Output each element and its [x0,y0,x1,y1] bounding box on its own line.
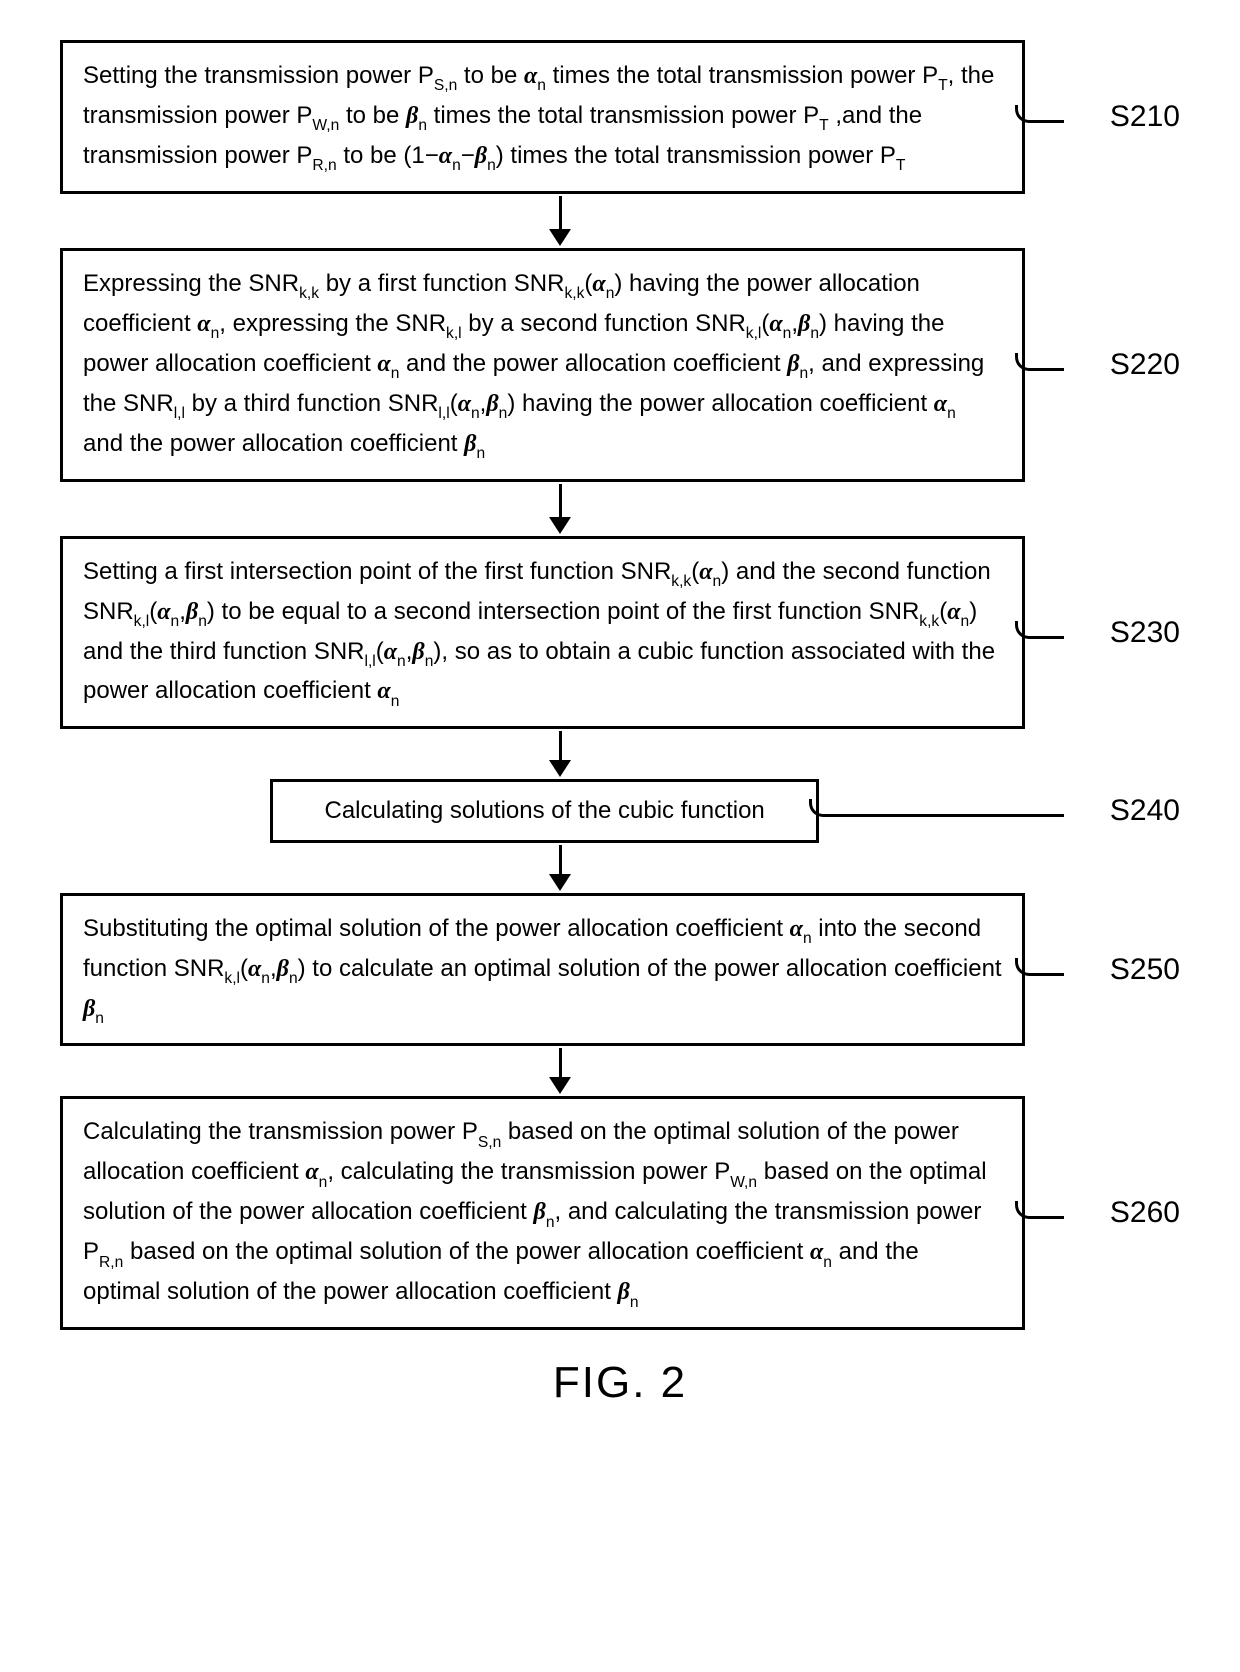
step-row-s260: Calculating the transmission power PS,n … [60,1096,1180,1330]
figure-caption: FIG. 2 [60,1358,1180,1408]
flowchart: Setting the transmission power PS,n to b… [60,40,1180,1330]
step-label-s230: S230 [1110,616,1180,650]
step-label-s250: S250 [1110,953,1180,987]
arrow-line [559,484,562,518]
step-row-s220: Expressing the SNRk,k by a first functio… [60,248,1180,482]
arrow-head-icon [549,874,571,891]
label-connector [809,799,1064,817]
step-box-s250: Substituting the optimal solution of the… [60,893,1025,1047]
label-connector [1015,105,1064,123]
step-box-s230: Setting a first intersection point of th… [60,536,1025,730]
step-box-s210: Setting the transmission power PS,n to b… [60,40,1025,194]
label-connector [1015,353,1064,371]
arrow-icon [549,731,571,777]
step-row-s210: Setting the transmission power PS,n to b… [60,40,1180,194]
step-label-s220: S220 [1110,348,1180,382]
arrow-line [559,845,562,875]
label-connector [1015,621,1064,639]
arrow-icon [549,1048,571,1094]
step-box-s260: Calculating the transmission power PS,n … [60,1096,1025,1330]
arrow-head-icon [549,517,571,534]
label-connector [1015,958,1064,976]
arrow-icon [549,845,571,891]
arrow-line [559,1048,562,1078]
step-row-s230: Setting a first intersection point of th… [60,536,1180,730]
arrow-icon [549,196,571,246]
arrow-line [559,196,562,230]
step-row-s240: Calculating solutions of the cubic funct… [60,779,1180,842]
step-label-s240: S240 [1110,794,1180,828]
step-label-s260: S260 [1110,1196,1180,1230]
step-box-s240: Calculating solutions of the cubic funct… [270,779,819,842]
step-row-s250: Substituting the optimal solution of the… [60,893,1180,1047]
arrow-head-icon [549,229,571,246]
step-label-s210: S210 [1110,100,1180,134]
label-connector [1015,1201,1064,1219]
arrow-icon [549,484,571,534]
step-box-s220: Expressing the SNRk,k by a first functio… [60,248,1025,482]
arrow-head-icon [549,760,571,777]
arrow-head-icon [549,1077,571,1094]
arrow-line [559,731,562,761]
